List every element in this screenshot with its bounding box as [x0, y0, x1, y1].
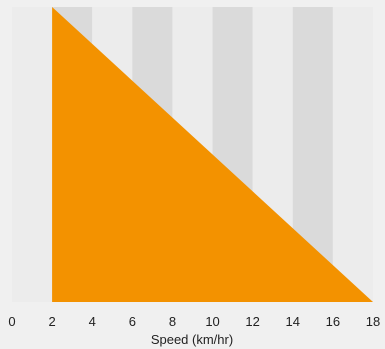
x-tick-label: 14 [286, 314, 300, 329]
grid-band [12, 7, 52, 302]
x-tick-label: 0 [8, 314, 15, 329]
x-tick-label: 8 [169, 314, 176, 329]
grid-band [333, 7, 373, 302]
x-tick-label: 12 [245, 314, 259, 329]
x-axis-ticks: 0 2 4 6 8 10 12 14 16 18 [8, 314, 380, 329]
x-tick-label: 18 [366, 314, 380, 329]
x-tick-label: 2 [48, 314, 55, 329]
x-tick-label: 10 [205, 314, 219, 329]
x-tick-label: 16 [326, 314, 340, 329]
x-axis-title: Speed (km/hr) [151, 332, 233, 347]
x-tick-label: 4 [89, 314, 96, 329]
x-tick-label: 6 [129, 314, 136, 329]
